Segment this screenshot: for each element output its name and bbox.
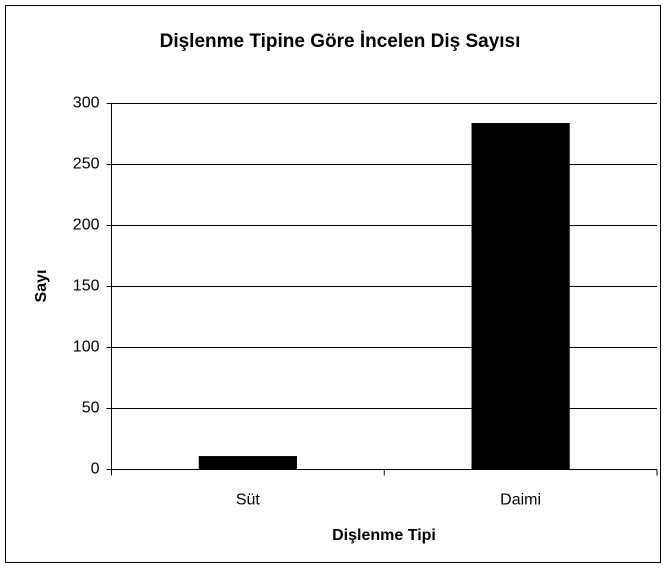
x-tick-label: Daimi xyxy=(500,492,541,509)
bar xyxy=(198,456,297,470)
bar xyxy=(471,123,570,470)
chart-title: Dişlenme Tipine Göre İncelen Diş Sayısı xyxy=(160,31,521,52)
y-tick-label: 250 xyxy=(73,156,100,173)
y-tick-label: 300 xyxy=(73,95,100,112)
y-axis-label: Sayı xyxy=(33,270,50,303)
y-tick-label: 0 xyxy=(91,461,100,478)
y-tick-label: 200 xyxy=(73,217,100,234)
y-tick-label: 150 xyxy=(73,278,100,295)
x-tick-label: Süt xyxy=(236,492,261,509)
x-axis-label: Dişlenme Tipi xyxy=(332,527,436,544)
y-tick-label: 50 xyxy=(82,400,100,417)
y-tick-label: 100 xyxy=(73,339,100,356)
